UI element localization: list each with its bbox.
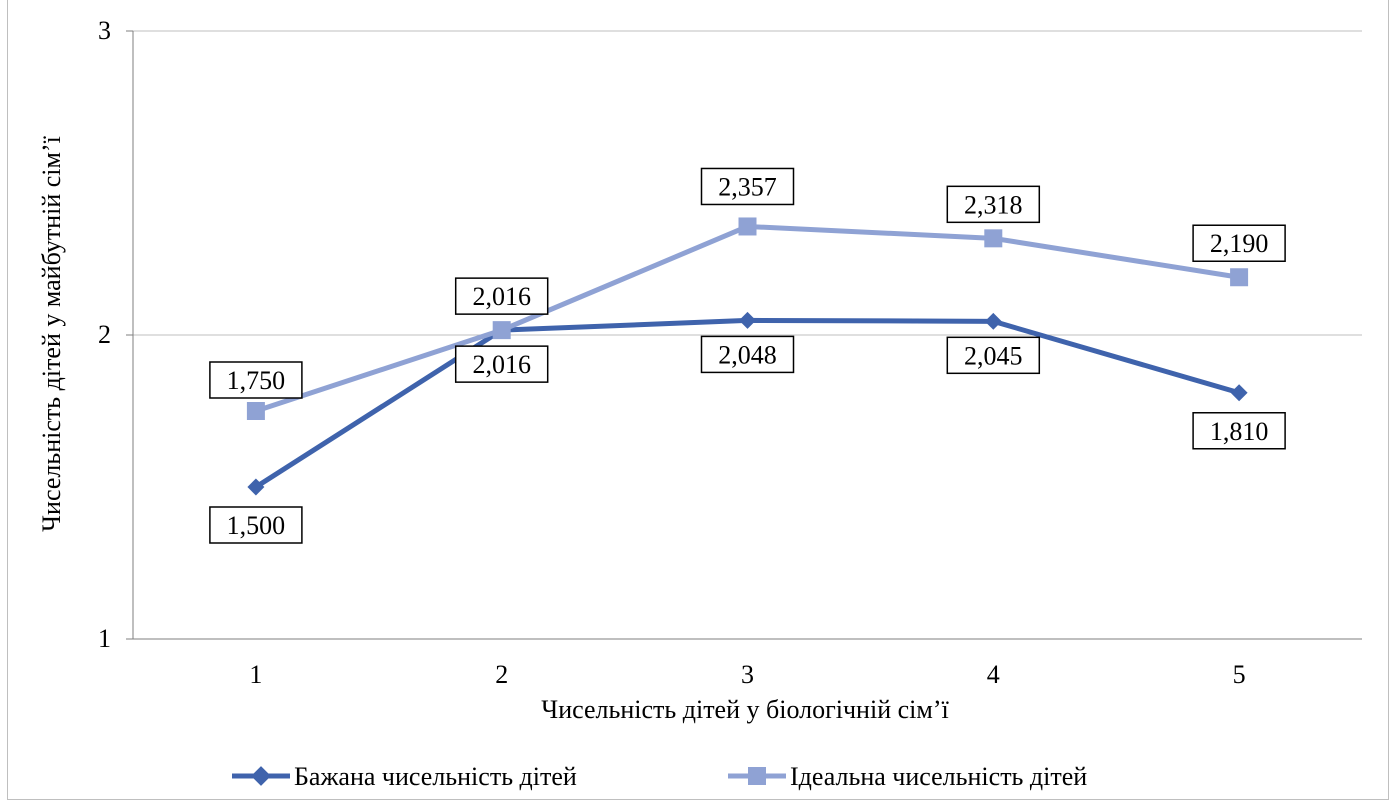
point-desired-3 xyxy=(739,311,756,329)
data-label-text-desired-1: 1,500 xyxy=(227,511,286,540)
x-tick-label-1: 1 xyxy=(249,660,262,689)
point-ideal-4 xyxy=(984,229,1003,248)
data-label-ideal-1: 1,750 xyxy=(209,361,303,399)
point-desired-5 xyxy=(1230,384,1248,402)
x-tick-label-5: 5 xyxy=(1233,660,1246,689)
data-label-text-desired-4: 2,045 xyxy=(964,341,1023,370)
data-label-box-ideal-4 xyxy=(946,185,1041,224)
data-label-box-ideal-3 xyxy=(700,167,795,206)
point-ideal-3 xyxy=(738,217,757,236)
legend-item-desired: Бажана чисельність дітей xyxy=(232,762,577,791)
axis-layer: 1 2 3 1 2 3 4 5 xyxy=(98,16,1362,689)
data-label-text-ideal-1: 1,750 xyxy=(227,366,286,395)
grid-layer xyxy=(133,30,1362,640)
data-label-ideal-5: 2,190 xyxy=(1192,224,1286,262)
data-label-desired-5: 1,810 xyxy=(1192,412,1286,450)
data-label-text-desired-2: 2,016 xyxy=(472,350,531,379)
point-ideal-5 xyxy=(1230,268,1249,287)
point-desired-4 xyxy=(984,312,1002,330)
data-label-box-desired-1 xyxy=(209,506,303,544)
data-label-box-ideal-2 xyxy=(454,277,549,315)
data-label-text-ideal-3: 2,357 xyxy=(718,172,777,201)
data-label-box-desired-4 xyxy=(946,336,1041,375)
data-label-text-ideal-4: 2,318 xyxy=(964,190,1023,219)
point-ideal-1 xyxy=(246,402,265,420)
chart-frame xyxy=(7,0,1389,800)
y-tick-label-2: 2 xyxy=(98,320,111,349)
data-label-ideal-4: 2,318 xyxy=(946,185,1041,224)
data-label-desired-3: 2,048 xyxy=(700,335,795,374)
legend-label-ideal: Ідеальна чисельність дітей xyxy=(790,762,1087,791)
y-tick-label-1: 1 xyxy=(98,624,111,653)
y-tick-label-3: 3 xyxy=(98,16,111,45)
legend-label-desired: Бажана чисельність дітей xyxy=(294,762,577,791)
data-label-layer: 1,500 2,016 2,048 2,045 1,810 1,750 2,016 2,357… xyxy=(209,167,1286,544)
data-label-box-desired-3 xyxy=(700,335,795,374)
x-tick-label-4: 4 xyxy=(987,660,1000,689)
legend-marker-ideal xyxy=(748,767,766,785)
data-label-text-ideal-5: 2,190 xyxy=(1210,229,1269,258)
point-ideal-2 xyxy=(492,321,511,340)
legend: Бажана чисельність дітей Ідеальна чисель… xyxy=(232,762,1087,791)
data-label-box-desired-2 xyxy=(454,345,549,383)
data-label-ideal-2: 2,016 xyxy=(454,277,549,315)
data-label-text-ideal-2: 2,016 xyxy=(472,282,531,311)
data-label-text-desired-5: 1,810 xyxy=(1210,417,1269,446)
x-tick-label-2: 2 xyxy=(495,660,508,689)
legend-item-ideal: Ідеальна чисельність дітей xyxy=(728,762,1087,791)
data-label-desired-2: 2,016 xyxy=(454,345,549,383)
data-label-box-ideal-5 xyxy=(1192,224,1286,262)
legend-marker-desired xyxy=(251,766,271,786)
y-axis-label: Чисельність дітей у майбутній сім’ї xyxy=(37,135,66,531)
data-label-box-ideal-1 xyxy=(209,361,303,399)
data-label-desired-4: 2,045 xyxy=(946,336,1041,375)
point-desired-1 xyxy=(247,478,265,496)
series-layer xyxy=(246,217,1249,496)
x-tick-label-3: 3 xyxy=(741,660,754,689)
data-label-ideal-3: 2,357 xyxy=(700,167,795,206)
x-axis-label: Чисельність дітей у біологічній сім’ї xyxy=(541,695,949,724)
data-label-box-desired-5 xyxy=(1192,412,1286,450)
data-label-text-desired-3: 2,048 xyxy=(718,340,777,369)
data-label-desired-1: 1,500 xyxy=(209,506,303,544)
